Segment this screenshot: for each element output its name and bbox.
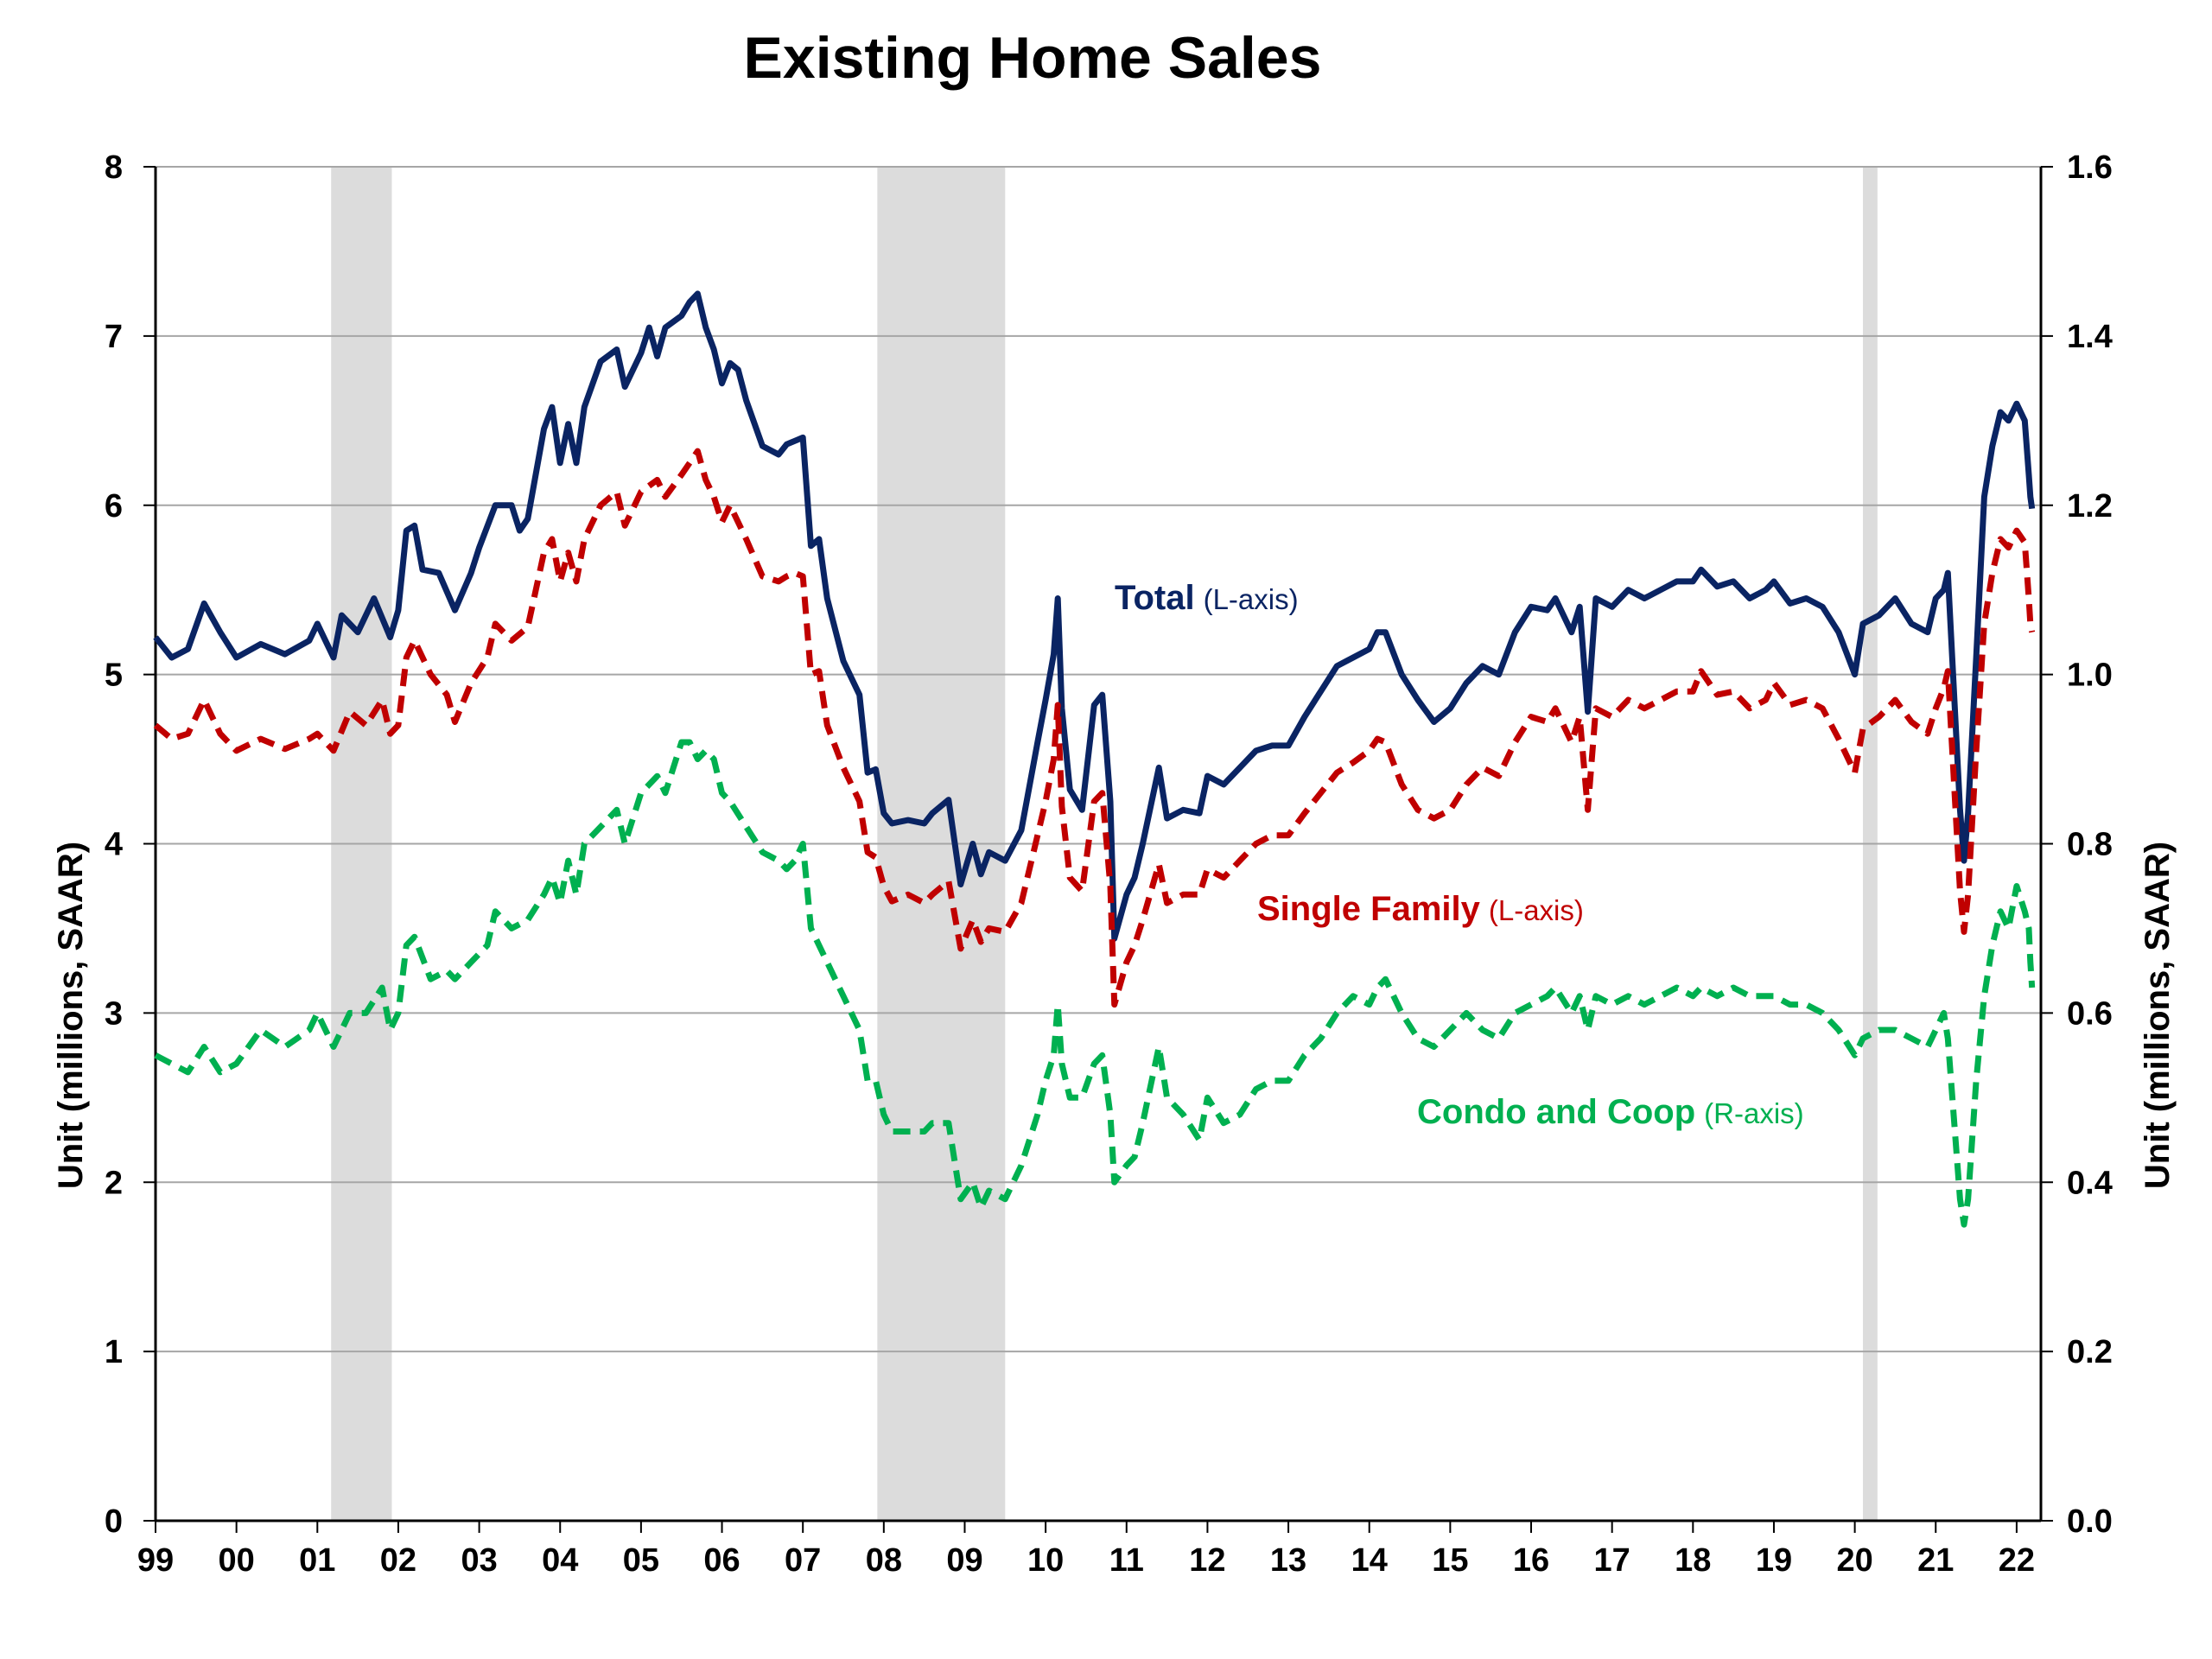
x-tick-label: 99 xyxy=(137,1542,174,1579)
x-tick-label: 04 xyxy=(542,1542,578,1579)
left-tick-label: 3 xyxy=(105,995,123,1032)
right-tick-label: 1.4 xyxy=(2067,319,2113,355)
right-tick-label: 1.6 xyxy=(2067,149,2113,186)
left-tick-label: 5 xyxy=(105,658,123,694)
x-tick-label: 21 xyxy=(1917,1542,1954,1579)
x-tick-label: 19 xyxy=(1756,1542,1792,1579)
right-tick-label: 0.8 xyxy=(2067,827,2113,863)
right-tick-label: 0.0 xyxy=(2067,1503,2113,1540)
left-axis-ticks: 0 1 2 3 4 5 6 7 8 xyxy=(105,149,156,1540)
x-tick-label: 00 xyxy=(219,1542,255,1579)
right-tick-label: 0.6 xyxy=(2067,995,2113,1032)
x-tick-label: 12 xyxy=(1189,1542,1225,1579)
x-tick-label: 14 xyxy=(1351,1542,1388,1579)
annotation-condo-note: (R-axis) xyxy=(1704,1097,1803,1129)
left-tick-label: 6 xyxy=(105,488,123,524)
annotation-total-label: Total xyxy=(1115,579,1195,617)
x-tick-label: 16 xyxy=(1513,1542,1549,1579)
series-line-condo xyxy=(154,739,2036,1228)
x-tick-label: 03 xyxy=(461,1542,497,1579)
left-tick-label: 0 xyxy=(105,1503,123,1540)
x-tick-label: 10 xyxy=(1027,1542,1064,1579)
left-tick-label: 7 xyxy=(105,319,123,355)
x-tick-label: 05 xyxy=(623,1542,659,1579)
annotation-total: Total (L-axis) xyxy=(1115,579,1299,617)
x-tick-label: 17 xyxy=(1594,1542,1630,1579)
annotation-single-family-label: Single Family xyxy=(1257,890,1481,928)
chart-title: Existing Home Sales xyxy=(744,25,1322,91)
x-tick-label: 20 xyxy=(1836,1542,1872,1579)
left-tick-label: 8 xyxy=(105,149,123,186)
right-tick-label: 1.0 xyxy=(2067,658,2113,694)
x-tick-label: 01 xyxy=(299,1542,335,1579)
x-tick-label: 08 xyxy=(866,1542,902,1579)
right-axis-label: Unit (millions, SAAR) xyxy=(2139,842,2177,1189)
x-axis-ticks: 99 00 01 02 03 04 05 06 07 08 09 10 11 12 13 14 15 16 17 18… xyxy=(137,1521,2035,1579)
series-annotations: Total (L-axis) Single Family (L-axis) Cond… xyxy=(1115,579,1804,1131)
right-tick-label: 0.4 xyxy=(2067,1165,2113,1201)
x-tick-label: 02 xyxy=(380,1542,416,1579)
x-tick-label: 22 xyxy=(1999,1542,2035,1579)
x-tick-label: 15 xyxy=(1432,1542,1468,1579)
x-tick-label: 11 xyxy=(1109,1542,1144,1579)
series-lines xyxy=(153,290,2036,1228)
x-tick-label: 13 xyxy=(1270,1542,1306,1579)
annotation-condo: Condo and Coop (R-axis) xyxy=(1417,1093,1804,1131)
series-line-total xyxy=(153,290,2036,942)
right-axis-ticks: 0.0 0.2 0.4 0.6 0.8 1.0 1.2 1.4 1.6 xyxy=(2041,149,2113,1540)
annotation-condo-label: Condo and Coop xyxy=(1417,1093,1695,1131)
left-tick-label: 4 xyxy=(105,827,123,863)
annotation-single-family-note: (L-axis) xyxy=(1489,894,1584,926)
annotation-total-note: (L-axis) xyxy=(1204,583,1299,615)
gridlines xyxy=(156,166,2041,1353)
left-axis-label: Unit (millions, SAAR) xyxy=(52,842,90,1189)
right-tick-label: 1.2 xyxy=(2067,488,2113,524)
right-tick-label: 0.2 xyxy=(2067,1334,2113,1370)
annotation-single-family: Single Family (L-axis) xyxy=(1257,890,1584,928)
left-tick-label: 2 xyxy=(105,1165,123,1201)
x-tick-label: 07 xyxy=(785,1542,821,1579)
x-tick-label: 09 xyxy=(946,1542,982,1579)
left-tick-label: 1 xyxy=(105,1334,123,1370)
x-tick-label: 06 xyxy=(703,1542,740,1579)
series-line-single_family xyxy=(153,448,2036,1008)
x-tick-label: 18 xyxy=(1675,1542,1711,1579)
